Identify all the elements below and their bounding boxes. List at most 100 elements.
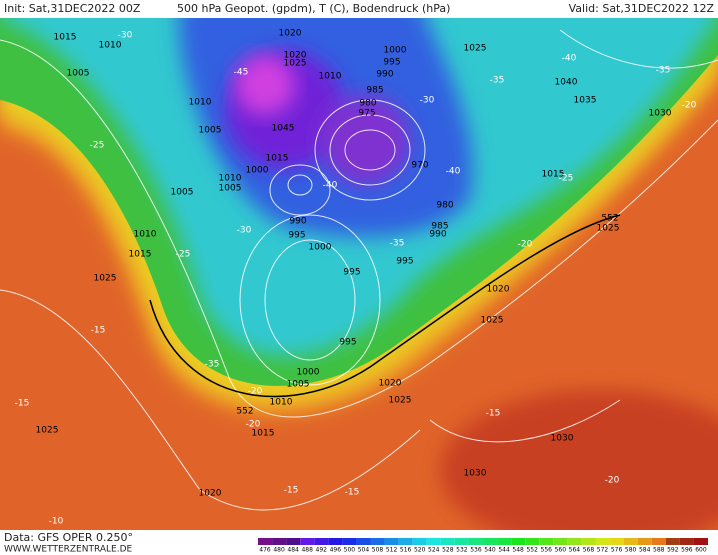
isobar-label: 980 bbox=[436, 201, 453, 211]
isobar-label: 1015 bbox=[252, 429, 275, 439]
552-contour bbox=[149, 214, 621, 398]
colorbar-label: 556 bbox=[541, 547, 553, 554]
temperature-label: -35 bbox=[490, 76, 505, 86]
isobar-label: 1010 bbox=[189, 98, 212, 108]
temperature-label: -35 bbox=[390, 239, 405, 249]
isobar-label: 1025 bbox=[597, 224, 620, 234]
isobar-label: 1010 bbox=[99, 41, 122, 51]
colorbar-label: 592 bbox=[667, 547, 679, 554]
height-label: 552 bbox=[236, 407, 253, 417]
colorbar-cell bbox=[497, 538, 512, 545]
isobar-label: 1020 bbox=[199, 489, 222, 499]
isobar-label: 1030 bbox=[464, 469, 487, 479]
isobar-label: 1035 bbox=[574, 96, 597, 106]
temperature-label: -35 bbox=[205, 360, 220, 370]
colorbar-label: 540 bbox=[484, 547, 496, 554]
isobar-label: 980 bbox=[359, 99, 376, 109]
colorbar-cell bbox=[525, 538, 540, 545]
colorbar-cell bbox=[286, 538, 301, 545]
colorbar-label: 508 bbox=[372, 547, 384, 554]
colorbar-label: 552 bbox=[526, 547, 538, 554]
isobar-label: 1025 bbox=[389, 396, 412, 406]
colorbar-cell bbox=[370, 538, 385, 545]
temperature-label: -15 bbox=[15, 399, 30, 409]
website: WWW.WETTERZENTRALE.DE bbox=[4, 545, 133, 555]
isobar-label: 1025 bbox=[36, 426, 59, 436]
colorbar-label: 600 bbox=[695, 547, 707, 554]
colorbar-label: 504 bbox=[358, 547, 370, 554]
isobar-label: 1015 bbox=[266, 154, 289, 164]
isobar-label: 1010 bbox=[319, 72, 342, 82]
isobar-label: 1020 bbox=[379, 379, 402, 389]
isobar-label: 1010 bbox=[219, 174, 242, 184]
temperature-label: -15 bbox=[486, 409, 501, 419]
isobar-label: 1000 bbox=[246, 166, 269, 176]
isobar-label: 1015 bbox=[129, 250, 152, 260]
colorbar-cell bbox=[679, 538, 694, 545]
colorbar-label: 584 bbox=[639, 547, 651, 554]
colorbar-label: 480 bbox=[273, 547, 285, 554]
temperature-label: -25 bbox=[90, 141, 105, 151]
colorbar-label: 596 bbox=[681, 547, 693, 554]
isobar-label: 985 bbox=[431, 222, 448, 232]
colorbar-cell bbox=[637, 538, 652, 545]
colorbar-cell bbox=[511, 538, 526, 545]
temperature-label: -25 bbox=[176, 250, 191, 260]
temperature-label: -30 bbox=[420, 96, 435, 106]
colorbar-label: 492 bbox=[316, 547, 328, 554]
colorbar-cell bbox=[609, 538, 624, 545]
temperature-label: -40 bbox=[323, 181, 338, 191]
colorbar-cell bbox=[356, 538, 371, 545]
isobar-label: 1020 bbox=[487, 285, 510, 295]
temperature-label: -15 bbox=[91, 326, 106, 336]
init-time: Init: Sat,31DEC2022 00Z bbox=[4, 2, 141, 15]
colorbar-cell bbox=[384, 538, 399, 545]
colorbar-cell bbox=[342, 538, 357, 545]
temperature-label: -30 bbox=[118, 31, 133, 41]
isobar-label: 1000 bbox=[384, 46, 407, 56]
isobar-label: 1005 bbox=[171, 188, 194, 198]
isobar-label: 1015 bbox=[542, 170, 565, 180]
colorbar-label: 516 bbox=[400, 547, 412, 554]
colorbar-label: 496 bbox=[330, 547, 342, 554]
colorbar-label: 536 bbox=[470, 547, 482, 554]
colorbar-cell bbox=[651, 538, 666, 545]
isobar-label: 995 bbox=[339, 338, 356, 348]
isobar-label: 1025 bbox=[481, 316, 504, 326]
colorbar-label: 524 bbox=[428, 547, 440, 554]
isobar-label: 1045 bbox=[272, 124, 295, 134]
isobar-label: 1005 bbox=[219, 184, 242, 194]
temperature-label: -35 bbox=[656, 66, 671, 76]
colorbar-cell bbox=[412, 538, 427, 545]
colorbar-label: 576 bbox=[611, 547, 623, 554]
colorbar-cell bbox=[258, 538, 273, 545]
height-label: 552 bbox=[601, 214, 618, 224]
colorbar-cell bbox=[483, 538, 498, 545]
isobar-label: 990 bbox=[289, 217, 306, 227]
colorbar-cell bbox=[328, 538, 343, 545]
colorbar-cell bbox=[595, 538, 610, 545]
isobar-label: 1030 bbox=[649, 109, 672, 119]
colorbar-cell bbox=[314, 538, 329, 545]
colorbar-cell bbox=[567, 538, 582, 545]
colorbar-label: 484 bbox=[287, 547, 299, 554]
colorbar-cell bbox=[539, 538, 554, 545]
isobar-label: 1005 bbox=[67, 69, 90, 79]
isobar-label: 1040 bbox=[555, 78, 578, 88]
temperature-label: -10 bbox=[49, 517, 64, 527]
isobar-label: 1010 bbox=[270, 398, 293, 408]
colorbar-cell bbox=[426, 538, 441, 545]
isobar-label: 1015 bbox=[54, 33, 77, 43]
colorbar-label: 528 bbox=[442, 547, 454, 554]
colorbar-cell bbox=[468, 538, 483, 545]
colorbar-label: 476 bbox=[259, 547, 271, 554]
isobar-label: 1025 bbox=[464, 44, 487, 54]
isobar-label: 975 bbox=[358, 109, 375, 119]
isobar-label: 995 bbox=[288, 231, 305, 241]
temperature-label: -15 bbox=[284, 486, 299, 496]
isobar-label: 990 bbox=[429, 230, 446, 240]
isobar-label: 1020 bbox=[279, 29, 302, 39]
colorbar-cell bbox=[553, 538, 568, 545]
colorbar-label: 580 bbox=[625, 547, 637, 554]
